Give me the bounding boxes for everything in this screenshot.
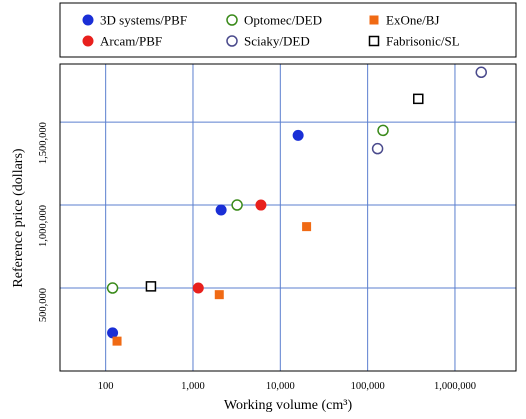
legend-item-fabrisonic-sl: Fabrisonic/SL (368, 34, 460, 49)
legend-item-arcam-pbf: Arcam/PBF (82, 34, 162, 49)
plot-area (59, 63, 517, 372)
point-3d-systems-pbf (107, 327, 119, 339)
point-fabrisonic-sl (145, 281, 157, 292)
y-axis-title: Reference price (dollars) (11, 148, 26, 287)
point-arcam-pbf (192, 282, 204, 294)
y-tick-label: 1,000,000 (38, 205, 49, 247)
y-tick-label: 500,000 (38, 288, 49, 322)
point-sciaky-ded (475, 66, 487, 79)
x-axis-title: Working volume (cm³) (224, 398, 353, 413)
legend-box (59, 2, 517, 58)
legend-marker-3d-systems-pbf (82, 14, 94, 26)
legend-label-3d-systems-pbf: 3D systems/PBF (100, 13, 187, 28)
legend-item-3d-systems-pbf: 3D systems/PBF (82, 13, 187, 28)
x-tick-label: 1,000,000 (434, 381, 476, 392)
legend-item-exone-bj: ExOne/BJ (369, 13, 439, 28)
legend-marker-sciaky-ded (226, 35, 238, 47)
data-points (106, 66, 487, 346)
point-3d-systems-pbf (292, 129, 304, 141)
point-sciaky-ded (371, 142, 384, 155)
legend-label-exone-bj: ExOne/BJ (386, 13, 439, 28)
point-3d-systems-pbf (215, 204, 227, 216)
point-exone-bj (302, 222, 312, 232)
y-axis-ticks: 500,000 1,000,000 1,500,000 (38, 122, 49, 322)
legend-marker-fabrisonic-sl (368, 35, 380, 47)
point-exone-bj (214, 290, 224, 300)
point-arcam-pbf (255, 199, 267, 211)
legend-item-sciaky-ded: Sciaky/DED (226, 34, 310, 49)
x-tick-label: 100 (98, 381, 114, 392)
point-exone-bj (112, 336, 122, 346)
legend-label-arcam-pbf: Arcam/PBF (100, 34, 162, 49)
grid-lines (60, 64, 516, 371)
point-fabrisonic-sl (413, 93, 424, 105)
point-optomec-ded (377, 124, 389, 137)
point-optomec-ded (106, 282, 119, 294)
x-axis-ticks: 100 1,000 10,000 100,000 1,000,000 (98, 381, 476, 392)
legend-item-optomec-ded: Optomec/DED (226, 13, 322, 28)
y-tick-label: 1,500,000 (38, 122, 49, 164)
legend-marker-optomec-ded (226, 14, 238, 26)
point-optomec-ded (231, 199, 243, 211)
x-tick-label: 100,000 (351, 381, 385, 392)
legend-label-sciaky-ded: Sciaky/DED (244, 34, 310, 49)
legend-label-optomec-ded: Optomec/DED (244, 13, 322, 28)
legend-marker-exone-bj (369, 15, 379, 25)
legend-marker-arcam-pbf (82, 35, 94, 47)
x-tick-label: 1,000 (181, 381, 205, 392)
legend-label-fabrisonic-sl: Fabrisonic/SL (386, 34, 460, 49)
legend: 3D systems/PBF Optomec/DED ExOne/BJ Arcam/P… (59, 2, 517, 58)
x-tick-label: 10,000 (266, 381, 295, 392)
